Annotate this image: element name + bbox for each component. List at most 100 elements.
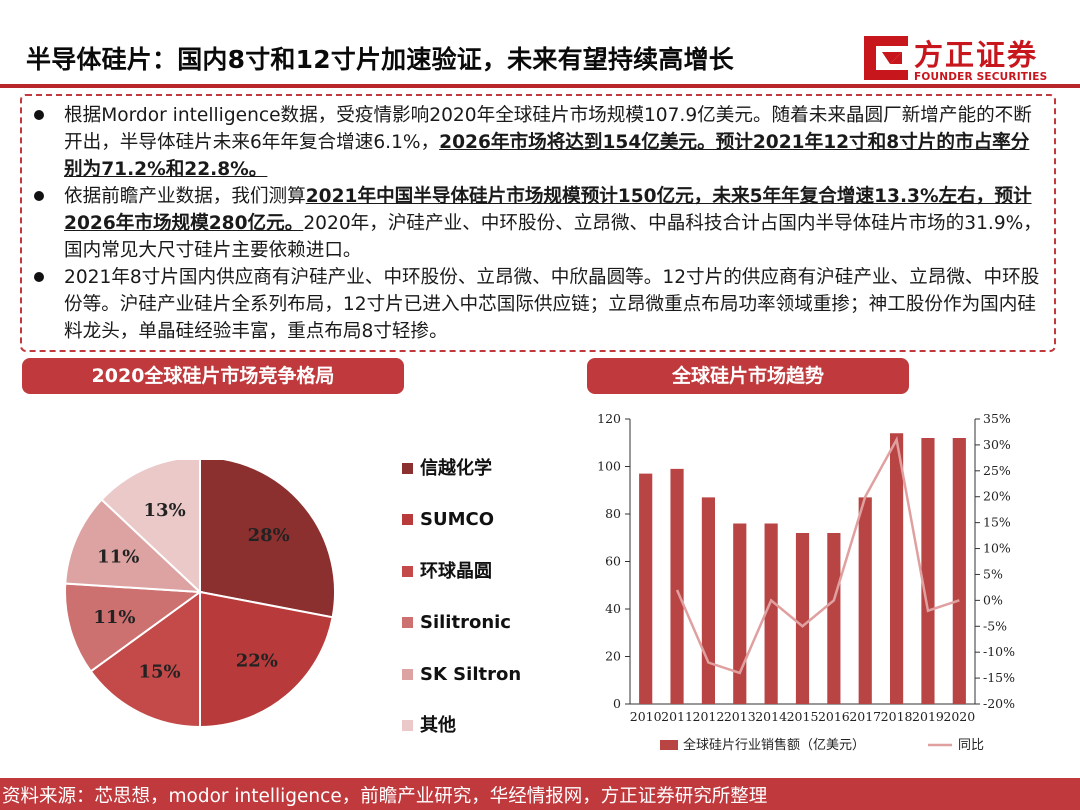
- left-axis-tick-label: 0: [613, 696, 621, 711]
- bullet-text: 2020年，沪硅产业、中环股份、立昂微、中晶科技合计占国内半导体硅片市场的31.…: [64, 213, 1042, 261]
- legend-swatch: [402, 668, 413, 680]
- pie-slice-label: 15%: [138, 661, 180, 682]
- line-series-legend-label: 同比: [958, 738, 984, 753]
- sales-bar: [952, 438, 966, 704]
- x-axis-tick-label: 2013: [724, 709, 756, 724]
- pie-slice-label: 11%: [93, 607, 135, 628]
- bullet-text: 根据Mordor intelligence数据，受疫情影响2020年全球硅片市场…: [64, 105, 1032, 153]
- logo-text-en: FOUNDER SECURITIES: [914, 71, 1048, 83]
- pie-legend-item: 其他: [402, 713, 521, 739]
- bar-series-legend-swatch: [660, 740, 678, 750]
- x-axis-tick-label: 2016: [818, 709, 850, 724]
- legend-label: SK Siltron: [420, 663, 522, 685]
- summary-bullet: 根据Mordor intelligence数据，受疫情影响2020年全球硅片市场…: [30, 102, 1046, 183]
- summary-bullet: 依据前瞻产业数据，我们测算2021年中国半导体硅片市场规模预计150亿元，未来5…: [30, 183, 1046, 264]
- legend-swatch: [402, 463, 413, 474]
- legend-swatch: [402, 565, 413, 577]
- legend-label: 信越化学: [420, 458, 492, 479]
- footer-source-text: 资料来源：芯思想，modor intelligence，前瞻产业研究，华经情报网…: [2, 786, 768, 807]
- pie-slice-3: [64, 582, 203, 673]
- pie-slice-2: [89, 590, 201, 729]
- sales-bar: [701, 497, 715, 704]
- pie-legend-item: 环球晶圆: [402, 559, 521, 585]
- pie-slice-4: [64, 498, 203, 594]
- pie-legend-item: SUMCO: [402, 507, 521, 533]
- left-axis-tick-label: 40: [605, 601, 621, 616]
- right-axis-tick-label: 25%: [983, 463, 1011, 478]
- legend-swatch: [402, 719, 413, 731]
- title-divider: [0, 84, 1080, 88]
- pie-slice-1: [199, 590, 334, 729]
- bullet-dot-icon: [34, 272, 44, 282]
- slide-title: 半导体硅片：国内8寸和12寸片加速验证，未来有望持续高增长: [26, 45, 734, 74]
- right-axis-tick-label: 5%: [983, 566, 1003, 581]
- bar-series-legend-label: 全球硅片行业销售额（亿美元）: [683, 737, 865, 753]
- founder-logo: 方正证券 FOUNDER SECURITIES: [862, 32, 1062, 86]
- sales-bar: [795, 533, 810, 704]
- x-axis-tick-label: 2018: [881, 709, 913, 724]
- sales-bar: [827, 533, 841, 704]
- pie-slice-label: 28%: [248, 525, 290, 546]
- pie-legend-item: SK Siltron: [402, 662, 521, 688]
- summary-bullet: 2021年8寸片国内供应商有沪硅产业、中环股份、立昂微、中欣晶圆等。12寸片的供…: [30, 264, 1046, 345]
- founder-logo-icon: [864, 36, 908, 80]
- x-axis-tick-label: 2012: [693, 709, 725, 724]
- bullet-text: 2021年8寸片国内供应商有沪硅产业、中环股份、立昂微、中欣晶圆等。12寸片的供…: [64, 267, 1040, 342]
- sales-bar: [921, 438, 935, 704]
- legend-label: 其他: [420, 714, 456, 736]
- x-axis-tick-label: 2019: [912, 709, 944, 724]
- summary-box: 根据Mordor intelligence数据，受疫情影响2020年全球硅片市场…: [20, 94, 1056, 352]
- pie-section-header: 2020全球硅片市场竞争格局: [22, 358, 404, 394]
- right-axis-tick-label: -20%: [983, 696, 1015, 711]
- market-share-pie-chart: 28% 22% 15% 11% 11% 13%: [64, 460, 336, 729]
- right-axis-tick-label: 15%: [983, 515, 1011, 530]
- x-axis-tick-label: 2014: [755, 709, 787, 724]
- sales-bar: [890, 433, 904, 704]
- left-axis-tick-label: 100: [597, 459, 621, 474]
- bullet-dot-icon: [34, 191, 44, 201]
- pie-slice-label: 11%: [97, 547, 139, 568]
- logo-text-cn: 方正证券: [914, 38, 1039, 72]
- left-axis-tick-label: 20: [605, 649, 621, 664]
- bullet-dot-icon: [34, 110, 44, 120]
- right-axis-tick-label: 35%: [983, 411, 1011, 426]
- right-axis-tick-label: -15%: [983, 670, 1015, 685]
- right-axis-tick-label: -10%: [983, 644, 1015, 659]
- legend-label: SUMCO: [420, 509, 495, 531]
- sales-bar: [670, 468, 684, 704]
- footer-bar: 资料来源：芯思想，modor intelligence，前瞻产业研究，华经情报网…: [0, 778, 1080, 810]
- legend-swatch: [402, 617, 413, 629]
- bullet-text: 依据前瞻产业数据，我们测算: [64, 186, 306, 207]
- sales-bar: [733, 523, 747, 704]
- bullet-highlight-text: 2026年市场将达到154亿美元。预计2021年12寸和8寸片的市占率分别为71…: [64, 132, 1030, 180]
- sales-bar: [764, 523, 778, 704]
- sales-bar: [639, 473, 653, 704]
- trend-section-header: 全球硅片市场趋势: [587, 358, 909, 394]
- x-axis-tick-label: 2011: [661, 709, 693, 724]
- pie-slice-label: 22%: [236, 651, 278, 672]
- pie-legend: 信越化学 SUMCO 环球晶圆 Silitronic SK Siltron 其他: [402, 456, 521, 764]
- pie-slice-label: 13%: [144, 500, 186, 521]
- sales-bar: [858, 497, 872, 704]
- right-axis-tick-label: 10%: [983, 541, 1011, 556]
- left-axis-tick-label: 60: [605, 554, 621, 569]
- market-trend-chart: 0 20 40 60 80 100 120 -20% -15% -10% -5% 0% 5% 10% 15%…: [597, 411, 1015, 753]
- x-axis-tick-label: 2010: [630, 709, 662, 724]
- x-axis-tick-label: 2015: [787, 709, 819, 724]
- left-axis-tick-label: 120: [597, 411, 621, 426]
- bullet-list: 根据Mordor intelligence数据，受疫情影响2020年全球硅片市场…: [30, 102, 1046, 345]
- bullet-highlight-text: 2021年中国半导体硅片市场规模预计150亿元，未来5年年复合增速13.3%左右…: [64, 186, 1032, 234]
- legend-label: Silitronic: [420, 612, 511, 634]
- right-axis-tick-label: -5%: [983, 618, 1007, 633]
- right-axis-tick-label: 0%: [983, 592, 1003, 607]
- pie-legend-item: 信越化学: [402, 456, 521, 482]
- legend-label: 环球晶圆: [420, 560, 492, 582]
- left-axis-tick-label: 80: [605, 506, 621, 521]
- x-axis-tick-label: 2020: [943, 709, 975, 724]
- yoy-growth-line: [675, 436, 960, 675]
- pie-slice-0: [199, 460, 336, 619]
- legend-swatch: [402, 514, 413, 526]
- right-axis-tick-label: 30%: [983, 437, 1011, 452]
- right-axis-tick-label: 20%: [983, 489, 1011, 504]
- pie-slice-5: [100, 460, 201, 595]
